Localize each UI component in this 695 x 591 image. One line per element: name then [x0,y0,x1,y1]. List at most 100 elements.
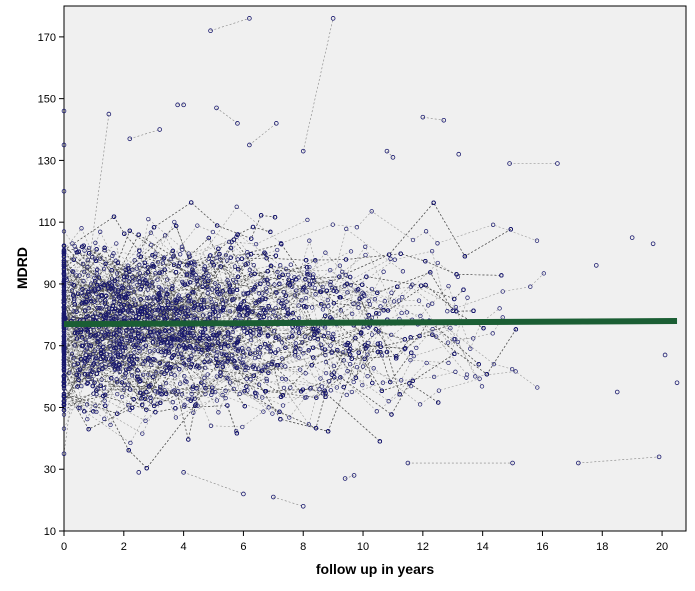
trajectory-line [63,248,327,336]
trajectory-line [63,290,204,360]
data-point [367,302,373,307]
data-point [159,287,164,293]
trajectory-line [63,114,110,454]
data-point [79,226,84,231]
data-point [134,266,139,271]
trajectory-line [63,358,412,429]
data-point [216,410,221,415]
data-point [392,257,397,262]
data-point [490,222,496,227]
data-point [330,222,335,227]
data-point [216,284,221,289]
data-point [279,356,285,361]
data-point [103,364,108,370]
data-point [416,298,422,303]
data-point [280,298,285,303]
data-point [279,376,285,381]
data-point [63,275,68,280]
data-point [93,403,98,409]
data-point [164,287,169,292]
trajectory-line [63,284,503,359]
data-point [80,261,86,267]
data-point [149,362,154,368]
data-point [152,315,157,320]
trajectory-line [72,247,391,302]
data-point [157,305,163,310]
data-point [237,391,242,396]
data-point [204,270,209,276]
trajectory-line [63,320,479,400]
data-point [245,261,251,266]
data-point [179,305,184,310]
data-point [175,389,181,394]
data-point [404,310,410,315]
data-point [113,258,118,263]
data-point [528,284,533,289]
data-point [117,299,123,304]
trajectory-line [578,456,660,464]
data-point [115,282,120,287]
data-point [350,311,355,317]
data-point [283,377,289,382]
data-point [256,382,262,387]
data-point [435,260,440,266]
data-point [535,385,540,390]
data-point [99,362,104,367]
trajectory-line [63,357,173,430]
data-point [84,346,90,351]
trajectory-line [63,305,292,347]
data-point [213,389,218,395]
data-point [99,377,104,382]
data-point [83,337,88,342]
data-point [378,304,383,309]
data-point [351,301,356,306]
data-point [111,341,116,347]
trajectory-line [118,279,267,322]
data-point [243,364,248,370]
trajectory-line [63,316,233,356]
data-point [320,284,325,290]
data-point [235,347,241,353]
data-point [174,347,180,352]
data-point [135,282,140,288]
trajectory-line [63,315,319,348]
trajectory-line [63,358,330,426]
trajectory-line [63,327,114,354]
data-point [117,365,122,370]
data-point [117,369,122,374]
data-point [124,335,129,341]
data-point [173,415,179,420]
data-point [465,295,470,300]
trajectory-line [69,356,185,406]
data-point [256,366,261,371]
data-point [137,271,142,276]
trajectory-line [63,219,308,303]
data-point [153,389,158,394]
data-point [256,354,261,359]
data-point [360,382,365,388]
data-point [172,388,177,393]
data-point [182,402,187,407]
data-point [266,405,271,410]
data-point [345,290,350,295]
data-point [391,299,397,304]
data-point [228,337,233,343]
data-point [84,339,89,345]
trajectory-line [63,260,255,307]
data-point [227,308,233,314]
data-point [249,333,254,338]
trajectory-line [63,313,381,398]
data-point [311,278,317,283]
data-point [69,281,74,287]
data-point [271,309,276,315]
data-point [126,403,131,408]
trajectory-line [63,316,388,360]
data-point [150,333,155,338]
data-point [241,354,246,359]
trajectory-line [63,333,111,349]
trajectory-line [63,255,267,314]
data-point [102,358,108,364]
data-point [210,229,216,235]
data-point [129,285,134,290]
trajectory-line [63,347,124,387]
